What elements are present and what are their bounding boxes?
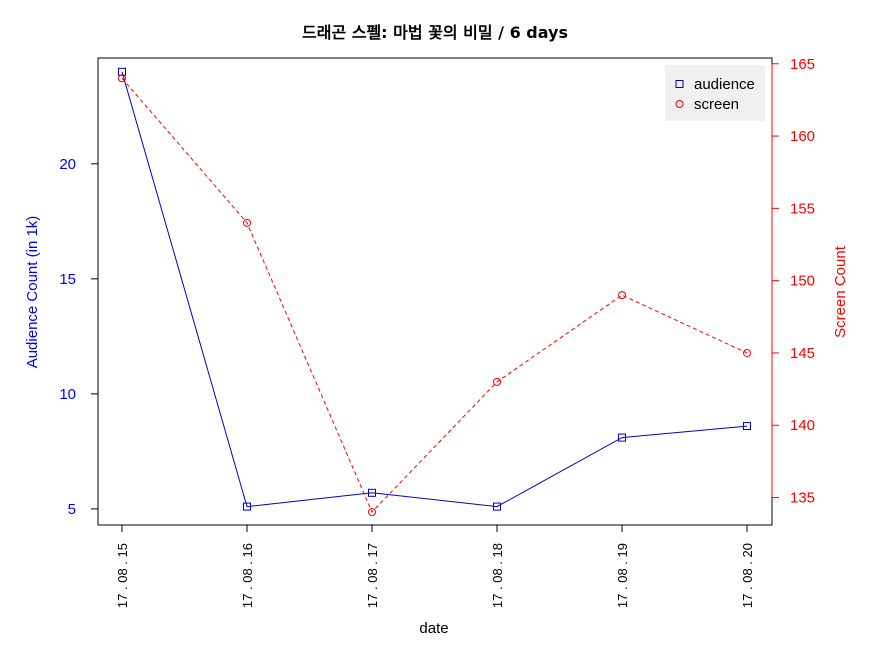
- right-tick-label: 155: [790, 200, 815, 217]
- audience-data-point: [743, 422, 751, 431]
- left-axis: 5 10 15 20: [59, 156, 99, 518]
- audience-series-line: [121, 71, 748, 508]
- right-tick-label: 145: [790, 345, 815, 362]
- x-axis-label: date: [419, 620, 448, 637]
- audience-data-point: [368, 488, 376, 497]
- x-axis: 17 . 08 . 15 17 . 08 . 16 17 . 08 . 17 17 .…: [115, 524, 755, 608]
- x-tick-label: 17 . 08 . 15: [115, 543, 130, 608]
- audience-data-point: [118, 67, 126, 76]
- right-tick-label: 140: [790, 417, 815, 434]
- right-axis-label: Screen Count: [832, 245, 849, 338]
- right-tick-label: 165: [790, 56, 815, 73]
- screen-data-point: [743, 348, 751, 357]
- audience-data-point: [243, 502, 251, 511]
- x-tick-label: 17 . 08 . 16: [240, 543, 255, 608]
- series-layer: [118, 67, 751, 516]
- right-tick-label: 150: [790, 273, 815, 290]
- x-tick-label: 17 . 08 . 19: [615, 543, 630, 608]
- audience-data-point: [493, 502, 501, 511]
- legend-label-audience: audience: [694, 76, 755, 93]
- right-tick-label: 135: [790, 490, 815, 507]
- left-tick-label: 15: [59, 271, 76, 288]
- left-axis-label: Audience Count (in 1k): [24, 216, 41, 369]
- plot-frame: [97, 57, 773, 526]
- x-tick-label: 17 . 08 . 18: [490, 543, 505, 608]
- audience-data-point: [618, 433, 626, 442]
- legend-label-screen: screen: [694, 96, 739, 113]
- screen-data-point: [118, 74, 126, 83]
- x-tick-label: 17 . 08 . 20: [740, 543, 755, 608]
- screen-data-point: [243, 218, 251, 227]
- legend: audience screen: [665, 65, 765, 121]
- right-axis: 135 140 145 150 155 160 165: [771, 56, 815, 507]
- legend-box: [665, 65, 765, 121]
- left-tick-label: 20: [59, 156, 76, 173]
- screen-data-point: [493, 377, 501, 386]
- screen-data-point: [368, 507, 376, 516]
- x-tick-label: 17 . 08 . 17: [365, 543, 380, 608]
- screen-series-line: [121, 77, 748, 513]
- chart-title: 드래곤 스펠: 마법 꽃의 비밀 / 6 days: [302, 23, 568, 42]
- left-tick-label: 5: [68, 501, 76, 518]
- screen-data-point: [618, 291, 626, 300]
- right-tick-label: 160: [790, 128, 815, 145]
- legend-square-icon: [675, 80, 684, 88]
- legend-circle-icon: [675, 100, 684, 108]
- left-tick-label: 10: [59, 386, 76, 403]
